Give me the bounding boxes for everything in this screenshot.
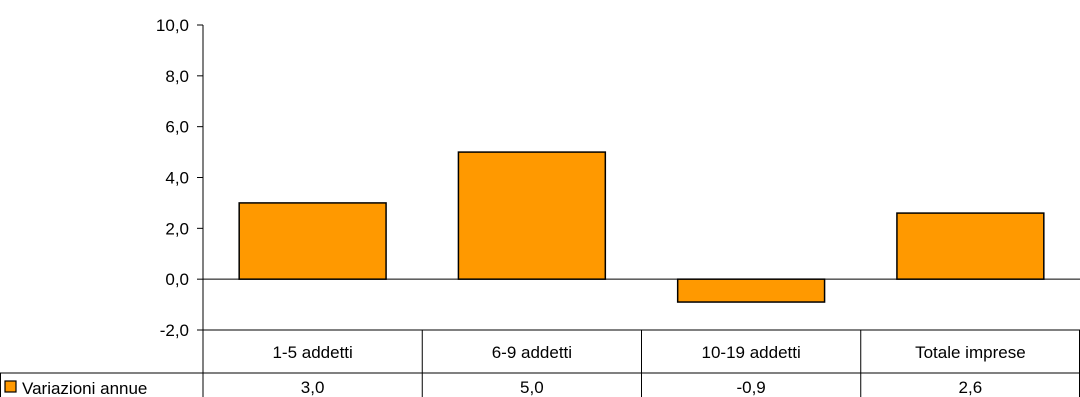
category-label: 1-5 addetti (272, 343, 352, 362)
legend-swatch (4, 380, 17, 393)
bar-1 (238, 202, 387, 280)
y-tick-label: -2,0 (160, 321, 189, 340)
category-label: 6-9 addetti (492, 343, 572, 362)
y-tick-label: 0,0 (165, 270, 189, 289)
y-tick-label: 8,0 (165, 67, 189, 86)
bar-2 (457, 151, 607, 280)
y-tick-label: 2,0 (165, 219, 189, 238)
data-label: 2,6 (959, 378, 983, 397)
data-label: 3,0 (301, 378, 325, 397)
data-label: 5,0 (520, 378, 544, 397)
data-label: -0,9 (736, 378, 765, 397)
category-label: Totale imprese (915, 343, 1026, 362)
bars-group (238, 151, 1045, 303)
data-table: 1-5 addetti 6-9 addetti 10-19 addetti Total… (0, 329, 1080, 397)
bar-3 (676, 278, 826, 303)
y-tick-label: 10,0 (156, 16, 189, 35)
category-label: 10-19 addetti (702, 343, 801, 362)
bar-4 (896, 212, 1045, 280)
y-tick-label: 6,0 (165, 118, 189, 137)
y-tick-label: 4,0 (165, 169, 189, 188)
legend-label: Variazioni annue (22, 379, 147, 397)
y-axis: -2,0 0,0 2,0 4,0 6,0 8,0 10,0 (156, 16, 1080, 340)
